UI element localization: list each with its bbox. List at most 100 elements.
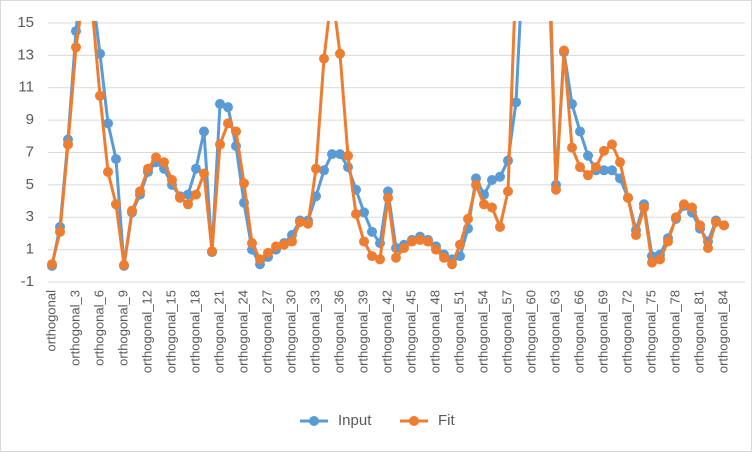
data-point <box>623 192 633 203</box>
data-point <box>199 126 209 137</box>
data-point <box>191 189 201 200</box>
data-point <box>455 239 465 250</box>
data-point <box>479 199 489 210</box>
x-tick-label: orthogonal_42 <box>379 290 394 373</box>
data-point <box>607 139 617 150</box>
data-point <box>687 202 697 213</box>
data-point <box>47 259 57 270</box>
x-tick-label: orthogonal_75 <box>643 290 658 373</box>
data-point <box>719 220 729 231</box>
data-point <box>559 45 569 56</box>
x-tick-label: orthogonal_72 <box>619 290 634 373</box>
data-point <box>327 149 337 160</box>
plot-area <box>47 21 729 271</box>
data-point <box>367 226 377 237</box>
data-point <box>711 217 721 228</box>
data-point <box>151 152 161 163</box>
x-tick-label: orthogonal_12 <box>139 290 154 373</box>
data-point <box>511 97 521 108</box>
data-point <box>599 165 609 176</box>
data-point <box>583 150 593 161</box>
x-tick-label: orthogonal_21 <box>211 290 226 373</box>
y-tick-label: 1 <box>26 241 34 258</box>
y-tick-label: 7 <box>26 143 34 160</box>
x-tick-label: orthogonal <box>43 290 58 352</box>
data-point <box>639 202 649 213</box>
data-point <box>167 175 177 186</box>
data-point <box>631 230 641 241</box>
data-point <box>423 236 433 247</box>
y-tick-label: 3 <box>26 208 34 225</box>
data-point <box>159 157 169 168</box>
data-point <box>343 150 353 161</box>
data-point <box>679 199 689 210</box>
data-point <box>135 186 145 197</box>
data-point <box>103 166 113 177</box>
data-point <box>207 246 217 257</box>
data-point <box>671 212 681 223</box>
x-tick-label: orthogonal_60 <box>523 290 538 373</box>
data-point <box>647 257 657 268</box>
x-tick-label: orthogonal_6 <box>91 290 106 366</box>
x-tick-label: orthogonal_66 <box>571 290 586 373</box>
data-point <box>199 168 209 179</box>
legend-label: Fit <box>438 412 455 429</box>
data-point <box>175 192 185 203</box>
data-point <box>319 53 329 64</box>
data-point <box>575 162 585 173</box>
data-point <box>487 175 497 186</box>
data-point <box>703 243 713 254</box>
data-point <box>279 239 289 250</box>
x-tick-label: orthogonal_45 <box>403 290 418 373</box>
x-tick-label: orthogonal_63 <box>547 290 562 373</box>
data-point <box>359 236 369 247</box>
data-point <box>183 199 193 210</box>
data-point <box>391 252 401 263</box>
y-tick-label: 11 <box>18 79 34 96</box>
x-tick-label: orthogonal_48 <box>427 290 442 373</box>
data-point <box>295 217 305 228</box>
data-point <box>447 259 457 270</box>
data-point <box>567 142 577 153</box>
y-tick-label: 15 <box>17 14 34 31</box>
y-tick-label: -1 <box>21 273 34 290</box>
data-point <box>287 236 297 247</box>
data-point <box>495 171 505 182</box>
data-point <box>335 48 345 59</box>
y-tick-label: 9 <box>26 111 34 128</box>
data-point <box>695 220 705 231</box>
data-point <box>223 118 233 129</box>
data-point <box>143 163 153 174</box>
data-point <box>95 90 105 101</box>
data-point <box>383 192 393 203</box>
data-point <box>503 186 513 197</box>
legend-label: Input <box>338 412 372 429</box>
data-point <box>223 102 233 113</box>
data-point <box>615 157 625 168</box>
data-point <box>111 199 121 210</box>
x-tick-label: orthogonal_18 <box>187 290 202 373</box>
x-tick-label: orthogonal_36 <box>331 290 346 373</box>
data-point <box>111 153 121 164</box>
data-point <box>71 42 81 53</box>
data-point <box>239 178 249 189</box>
data-point <box>375 254 385 265</box>
data-point <box>431 244 441 255</box>
data-point <box>303 218 313 229</box>
x-tick-label: orthogonal_81 <box>691 290 706 373</box>
x-tick-label: orthogonal_39 <box>355 290 370 373</box>
data-point <box>55 226 65 237</box>
data-point <box>655 254 665 265</box>
x-tick-label: orthogonal_27 <box>259 290 274 373</box>
data-point <box>63 139 73 150</box>
legend-marker <box>409 416 419 426</box>
data-point <box>215 139 225 150</box>
y-tick-label: 13 <box>17 46 34 63</box>
x-tick-label: orthogonal_24 <box>235 290 250 373</box>
data-point <box>463 213 473 224</box>
data-point <box>495 221 505 232</box>
y-tick-label: 5 <box>26 176 34 193</box>
data-point <box>415 234 425 245</box>
x-tick-label: orthogonal_15 <box>163 290 178 373</box>
